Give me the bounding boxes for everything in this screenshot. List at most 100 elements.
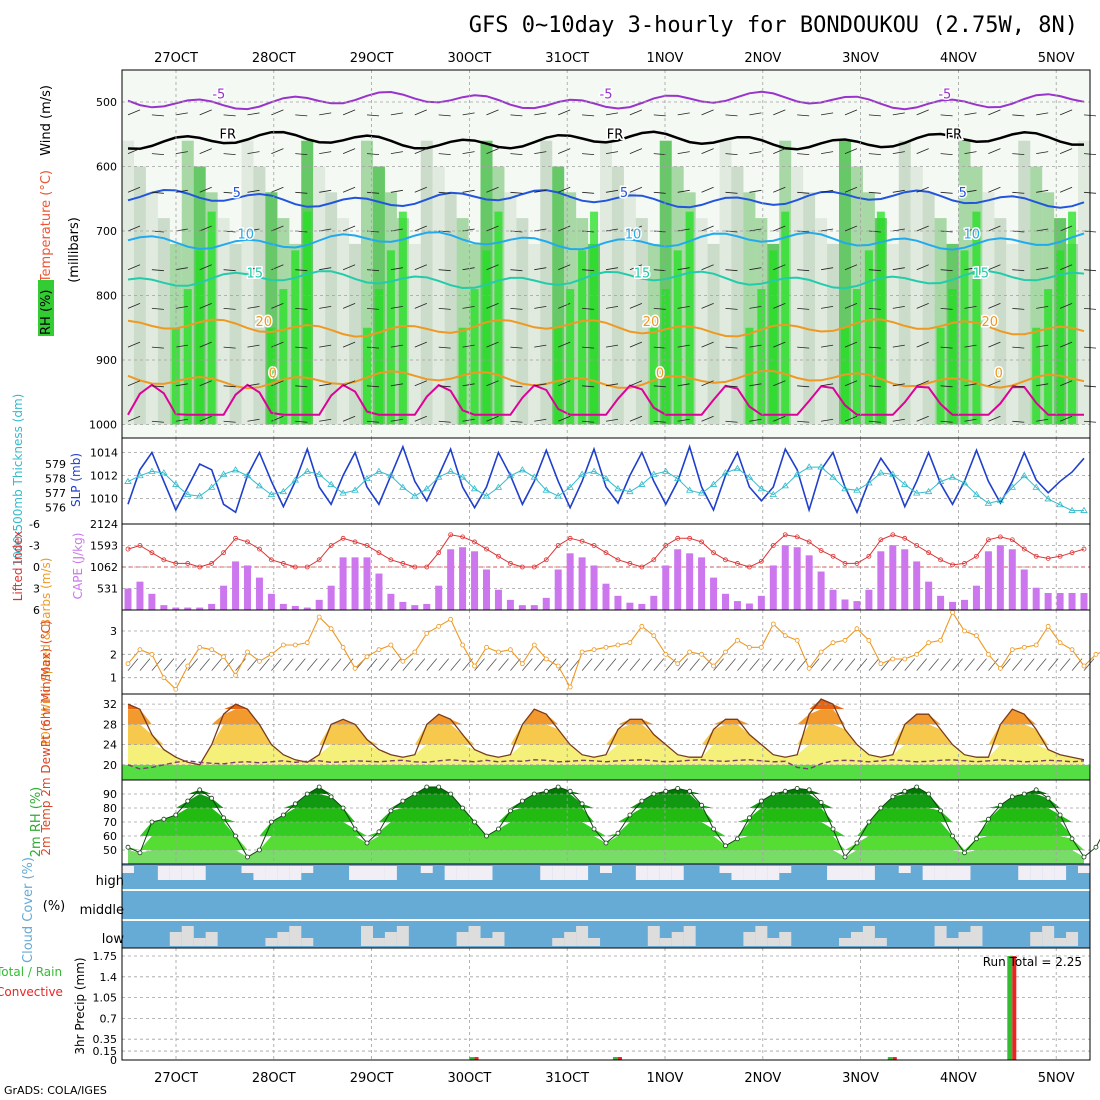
cloud-high-gap bbox=[552, 866, 565, 880]
thickness-point bbox=[948, 473, 957, 480]
thickness-point bbox=[673, 474, 682, 482]
li-point bbox=[735, 561, 740, 566]
rh-point bbox=[914, 784, 920, 790]
li-point bbox=[1021, 546, 1027, 552]
wind-barb bbox=[319, 189, 332, 193]
cloud-high-gap bbox=[862, 866, 875, 880]
wind-barb bbox=[940, 269, 953, 272]
thickness-point bbox=[446, 467, 455, 474]
thickness-point bbox=[470, 485, 479, 492]
wind-barb bbox=[342, 415, 356, 422]
rh-point bbox=[830, 826, 836, 832]
rh-core bbox=[972, 211, 981, 425]
rh-point bbox=[245, 854, 250, 860]
li-point bbox=[268, 557, 274, 563]
wind-speed-point bbox=[890, 656, 896, 662]
wind-barb bbox=[916, 415, 929, 422]
wind-barb bbox=[438, 420, 451, 423]
wind-10m-barb bbox=[1023, 658, 1035, 671]
run-total: Run Total = 2.25 bbox=[983, 955, 1082, 969]
wind-barb bbox=[844, 303, 858, 309]
wind-speed-point bbox=[902, 656, 908, 662]
bottom-date-label: 29OCT bbox=[350, 1071, 394, 1086]
wind-10m-barb bbox=[175, 658, 187, 671]
wind-10m-barbs bbox=[127, 658, 1095, 671]
wind-barb bbox=[127, 303, 141, 309]
cape-bar bbox=[160, 605, 168, 610]
wind-speed-point bbox=[1093, 651, 1099, 657]
cape-bar bbox=[1044, 592, 1052, 610]
cloud-high-gap bbox=[253, 866, 266, 880]
rh-point bbox=[280, 812, 286, 818]
cloud-high-gap bbox=[361, 866, 373, 880]
contour-label: 0 bbox=[656, 366, 664, 381]
cloud-high-gap bbox=[659, 866, 672, 880]
wind-barb bbox=[1059, 186, 1073, 193]
cloud-low-gap bbox=[659, 938, 672, 946]
rh-core bbox=[207, 211, 216, 425]
wind-speed-point bbox=[938, 637, 943, 643]
wind-10m-barb bbox=[1059, 658, 1071, 671]
wind-speed-point bbox=[603, 644, 609, 650]
thickness-point bbox=[1080, 506, 1088, 513]
wind-barb bbox=[175, 267, 188, 271]
wind-barb bbox=[342, 186, 356, 193]
rh-point bbox=[818, 800, 824, 805]
rh-point bbox=[1057, 812, 1063, 818]
thickness-tick-label: 577 bbox=[45, 487, 66, 500]
wind-speed-point bbox=[926, 640, 932, 646]
rh-core bbox=[279, 289, 288, 425]
slp-tick-label: 1012 bbox=[90, 470, 118, 483]
wind-barb bbox=[821, 228, 834, 232]
contour-label: 5 bbox=[620, 186, 628, 201]
wind-barb bbox=[510, 153, 523, 155]
wind-10m-barb bbox=[737, 658, 748, 671]
cloud-low-gap bbox=[552, 938, 565, 946]
wind-speed-point bbox=[161, 675, 167, 681]
wind-barb bbox=[319, 418, 332, 422]
thickness-point bbox=[387, 471, 395, 479]
wind-speed-point bbox=[567, 684, 573, 690]
wind-barb bbox=[247, 344, 260, 348]
cape-bar bbox=[196, 607, 204, 610]
li-point bbox=[304, 564, 310, 570]
wind-10m-barb bbox=[868, 658, 880, 671]
wind-barb bbox=[223, 346, 236, 349]
slp-lines bbox=[124, 444, 1088, 515]
li-point bbox=[125, 546, 131, 552]
cloud-high-gap bbox=[767, 866, 780, 880]
wind-10m-barb bbox=[952, 658, 963, 671]
wind-barb bbox=[582, 385, 595, 388]
pressure-tick-label: 600 bbox=[96, 161, 117, 174]
wind-barb bbox=[1012, 385, 1025, 388]
cape-bar bbox=[303, 607, 311, 610]
wind-barb bbox=[605, 189, 619, 193]
contour-label: 15 bbox=[247, 266, 264, 281]
wind-barb bbox=[534, 151, 547, 154]
wind-barb bbox=[1012, 346, 1025, 349]
cloud-high-gap bbox=[671, 866, 684, 880]
rh-point bbox=[687, 788, 693, 794]
wind-tick-label: 1 bbox=[110, 672, 117, 685]
wind-10m-barb bbox=[402, 658, 414, 671]
wind-speed-point bbox=[555, 663, 561, 669]
cloud-label: Cloud Cover (%) bbox=[21, 857, 36, 963]
cloud-high-gap bbox=[265, 866, 278, 880]
wind-barb bbox=[1059, 225, 1073, 232]
rh-point bbox=[543, 788, 549, 794]
wind-10m-barb bbox=[294, 658, 306, 671]
wind-tick-label: 2 bbox=[110, 648, 117, 661]
wind-barb bbox=[677, 112, 690, 116]
wind-barb bbox=[964, 228, 977, 232]
cloud-low-gap bbox=[468, 926, 481, 946]
wind-barb bbox=[342, 303, 356, 309]
wind-barb bbox=[821, 267, 834, 271]
wind-barb bbox=[414, 225, 427, 232]
wind-barb bbox=[605, 267, 619, 271]
wind-barb bbox=[821, 189, 834, 193]
wind-barb bbox=[916, 380, 929, 387]
precip-conv-label: Convective bbox=[0, 985, 63, 999]
wind-barb bbox=[844, 186, 858, 193]
wind-barb bbox=[342, 380, 356, 387]
li-point bbox=[663, 543, 669, 548]
